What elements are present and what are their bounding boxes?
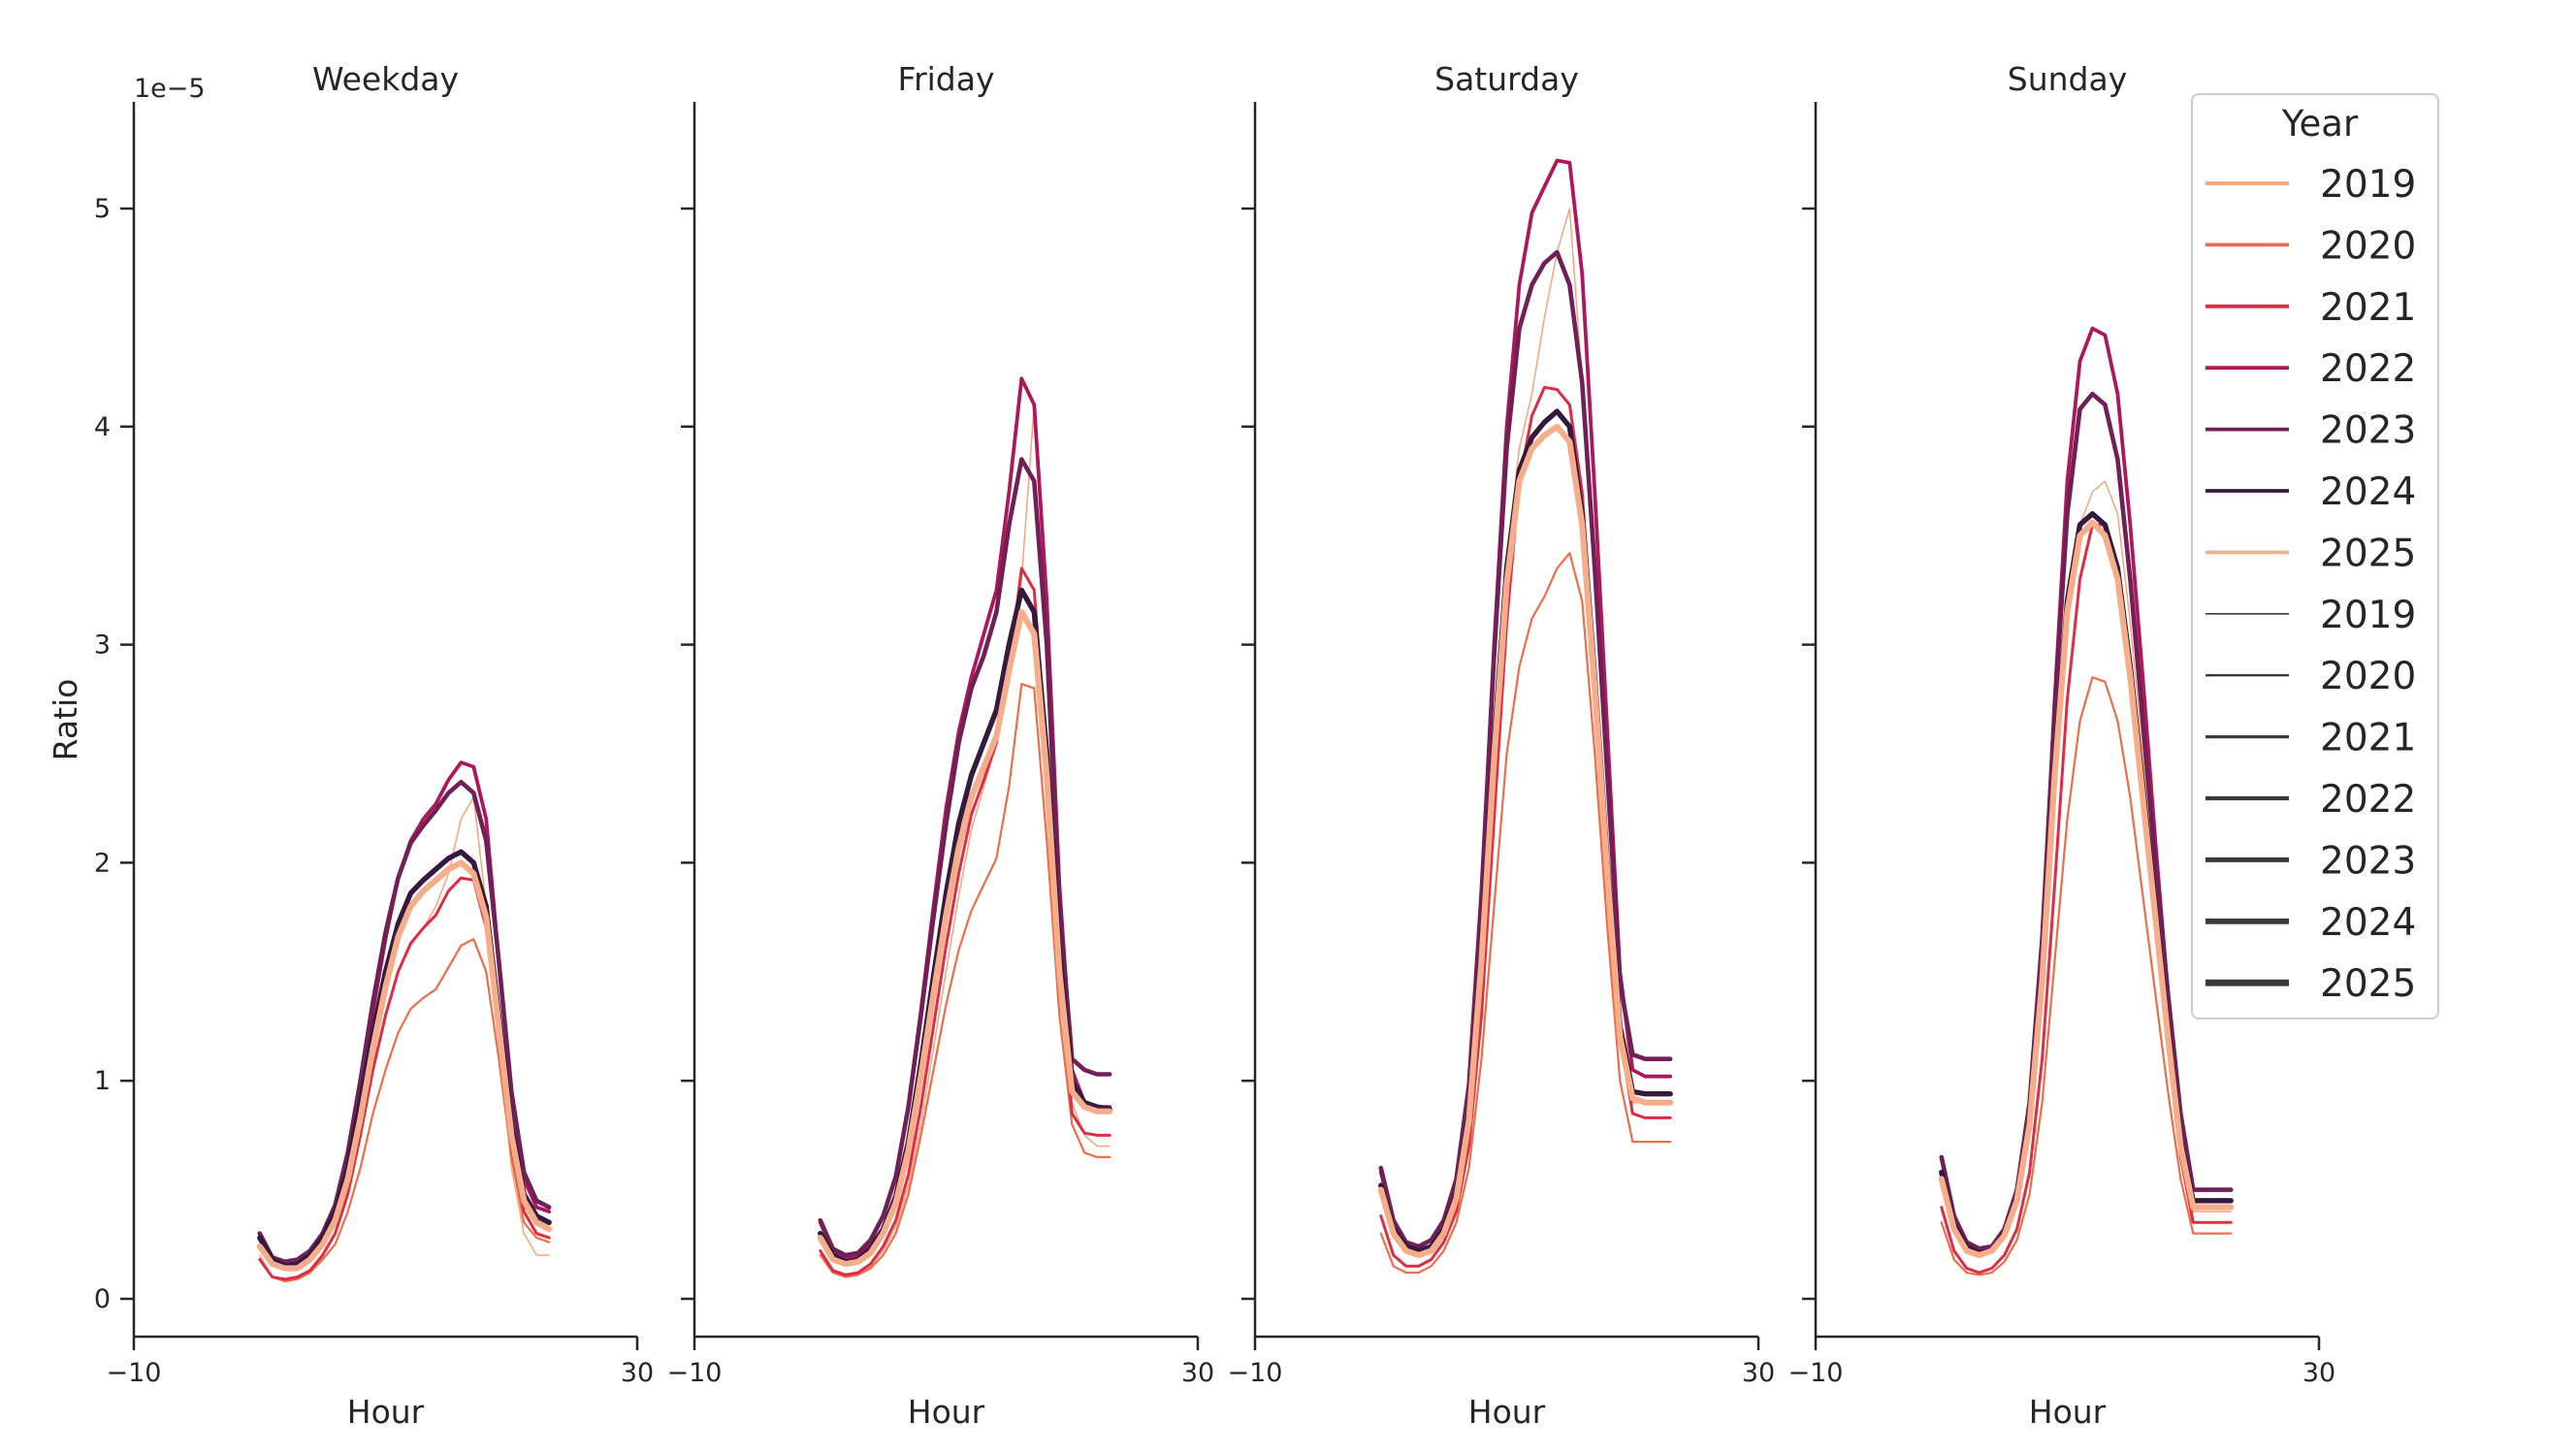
series-line-sunday-2025 [1938,519,2235,1259]
x-tick-label: 30 [2302,1358,2335,1388]
x-tick-label: 30 [621,1358,654,1388]
y-tick-label: 0 [94,1284,111,1314]
series-line-friday-2021 [819,566,1111,1277]
series-line-sunday-2023 [1939,391,2234,1251]
series-line-sunday-2022 [1939,326,2234,1257]
x-tick-label: −10 [1228,1358,1283,1388]
series-line-friday-2024 [818,587,1112,1265]
legend-entry-label: 2025 [2320,532,2416,575]
y-tick-label: 3 [94,630,111,661]
legend-entry-label: 2020 [2320,224,2416,268]
panel-title: Friday [897,60,994,98]
legend-entry-label: 2024 [2320,470,2416,514]
series-line-friday-2025 [817,608,1113,1268]
legend-entry-label: 2022 [2320,778,2416,822]
legend-entry-label: 2023 [2320,409,2416,453]
x-axis-label: Hour [908,1393,985,1431]
series-line-saturday-2021 [1379,385,1672,1268]
legend-title: Year [2281,103,2359,145]
series-line-friday-2023 [818,457,1112,1258]
x-tick-label: −10 [107,1358,162,1388]
series-line-weekday-2020 [258,937,551,1283]
x-axis-label: Hour [347,1393,425,1431]
x-axis-label: Hour [1468,1393,1546,1431]
series-line-weekday-2023 [257,779,552,1265]
x-tick-label: −10 [667,1358,723,1388]
x-tick-label: −10 [1788,1358,1844,1388]
legend-entry-label: 2024 [2320,901,2416,945]
series-line-saturday-2020 [1379,552,1672,1275]
legend-entry-label: 2019 [2320,163,2416,207]
legend-entry-label: 2022 [2320,347,2416,391]
series-line-saturday-2024 [1378,408,1673,1254]
legend-box [2191,93,2439,1019]
series-line-sunday-2020 [1940,676,2233,1277]
y-offset-label: 1e−5 [134,74,206,104]
legend-entry-label: 2025 [2320,962,2416,1006]
series-line-sunday-2019 [1941,480,2232,1256]
series-line-saturday-2019 [1380,208,1671,1256]
y-tick-label: 4 [94,412,111,442]
x-tick-label: 30 [1181,1358,1214,1388]
x-tick-label: 30 [1742,1358,1775,1388]
panel-title: Weekday [312,60,459,98]
legend-entry-label: 2023 [2320,839,2416,883]
series-line-saturday-2023 [1378,249,1673,1249]
x-axis-label: Hour [2029,1393,2107,1431]
y-tick-label: 2 [94,848,111,878]
panel-title: Sunday [2008,60,2127,98]
legend-entry-label: 2020 [2320,655,2416,698]
y-axis-label: Ratio [47,679,84,761]
y-tick-label: 5 [94,194,111,224]
legend-entry-label: 2021 [2320,717,2416,760]
legend-entry-label: 2019 [2320,594,2416,637]
y-tick-label: 1 [94,1066,111,1096]
panel-title: Saturday [1434,60,1579,98]
series-line-saturday-2025 [1377,423,1674,1259]
series-line-weekday-2025 [256,859,553,1272]
series-line-friday-2020 [819,682,1111,1278]
legend-entry-label: 2021 [2320,286,2416,330]
